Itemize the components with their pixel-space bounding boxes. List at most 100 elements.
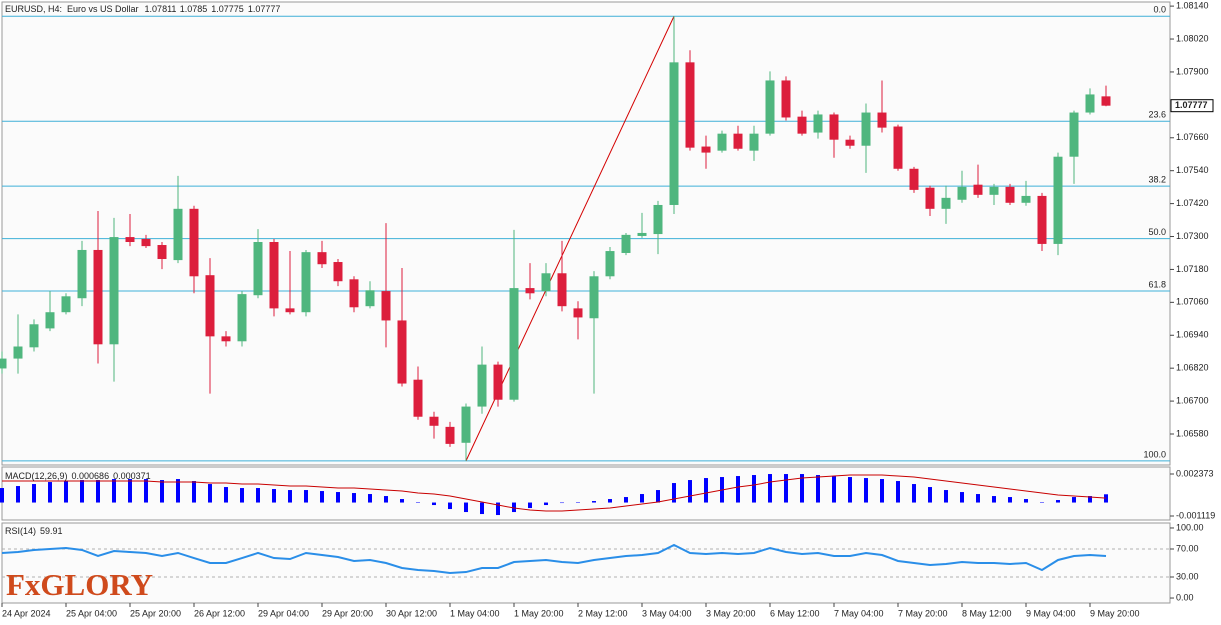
- candle-body: [877, 112, 887, 128]
- macd-bar: [928, 487, 932, 503]
- candle-body: [941, 197, 951, 209]
- candle-body: [1085, 94, 1095, 113]
- candle-body: [189, 208, 199, 277]
- candle-body: [605, 251, 615, 277]
- macd-bar: [384, 496, 388, 503]
- candle-body: [125, 237, 135, 243]
- candle-body: [13, 346, 23, 359]
- candle-body: [285, 308, 295, 313]
- y-tick-label: 1.07300: [1176, 231, 1209, 241]
- candle-body: [109, 237, 119, 345]
- candle-body: [93, 249, 103, 345]
- candle-body: [1069, 112, 1079, 157]
- candle-body: [557, 273, 567, 307]
- macd-bar: [864, 478, 868, 503]
- macd-bar: [1008, 497, 1012, 503]
- macd-bar: [736, 476, 740, 503]
- candle-body: [1101, 96, 1111, 106]
- macd-bar: [368, 494, 372, 503]
- candle-body: [925, 187, 935, 209]
- macd-bar: [672, 483, 676, 503]
- candle-body: [1053, 156, 1063, 244]
- low-value: 1.07775: [211, 4, 244, 14]
- y-tick-label: 1.07540: [1176, 165, 1209, 175]
- candle-body: [349, 279, 359, 308]
- close-value: 1.07777: [248, 4, 281, 14]
- candle-body: [77, 249, 87, 299]
- x-tick-label: 29 Apr 20:00: [322, 608, 373, 618]
- candle-body: [957, 186, 967, 200]
- candle-body: [237, 294, 247, 342]
- macd-bar: [976, 494, 980, 503]
- fib-label: 23.6: [1148, 110, 1166, 120]
- macd-bar: [512, 502, 516, 513]
- x-tick-label: 8 May 12:00: [962, 608, 1012, 618]
- y-tick-label: 1.06820: [1176, 363, 1209, 373]
- x-tick-label: 1 May 04:00: [450, 608, 500, 618]
- macd-bar: [400, 499, 404, 503]
- macd-bar: [176, 479, 180, 503]
- candle-body: [61, 296, 71, 313]
- macd-bar: [288, 490, 292, 503]
- macd-bar: [784, 474, 788, 503]
- macd-bar: [32, 484, 36, 503]
- candle-body: [685, 62, 695, 148]
- x-tick-label: 24 Apr 2024: [2, 608, 51, 618]
- candle-body: [1037, 195, 1047, 244]
- x-tick-label: 30 Apr 12:00: [386, 608, 437, 618]
- candle-body: [525, 288, 535, 294]
- candle-body: [269, 242, 279, 309]
- macd-bar: [1040, 502, 1044, 503]
- macd-bar: [320, 491, 324, 503]
- macd-bar: [560, 502, 564, 504]
- macd-bar: [880, 479, 884, 503]
- x-tick-label: 3 May 04:00: [642, 608, 692, 618]
- macd-bar: [528, 502, 532, 509]
- candle-body: [141, 238, 151, 247]
- y-tick-label: 1.07900: [1176, 66, 1209, 76]
- candle-body: [461, 406, 471, 443]
- macd-bar: [576, 502, 580, 503]
- macd-bar: [896, 481, 900, 503]
- y-tick-label: 30.00: [1176, 571, 1199, 581]
- candle-body: [669, 62, 679, 205]
- candle-body: [205, 275, 215, 337]
- candle-body: [989, 186, 999, 195]
- macd-bar: [464, 502, 468, 513]
- macd-bar: [208, 484, 212, 503]
- candle-body: [717, 133, 727, 151]
- candle-body: [397, 320, 407, 384]
- macd-bar: [704, 478, 708, 503]
- candle-body: [749, 133, 759, 151]
- high-value: 1.0785: [180, 4, 208, 14]
- x-tick-label: 9 May 04:00: [1026, 608, 1076, 618]
- macd-bar: [256, 488, 260, 503]
- macd-bar: [1024, 499, 1028, 503]
- macd-bar: [768, 474, 772, 503]
- rsi-line: [1, 543, 1107, 575]
- macd-bar: [48, 482, 52, 503]
- macd-bar: [960, 492, 964, 503]
- candle-body: [829, 114, 839, 140]
- macd-bar: [1088, 496, 1092, 503]
- x-tick-label: 25 Apr 20:00: [130, 608, 181, 618]
- candle-body: [781, 80, 791, 118]
- x-tick-label: 7 May 04:00: [834, 608, 884, 618]
- x-tick-label: 3 May 20:00: [706, 608, 756, 618]
- signal-value: 0.000371: [113, 471, 151, 481]
- candle-body: [477, 364, 487, 407]
- candle-body: [653, 204, 663, 235]
- candle-body: [221, 336, 231, 342]
- candle-body: [333, 262, 343, 282]
- macd-bar: [192, 481, 196, 503]
- macd-bar: [16, 486, 20, 503]
- macd-bar: [608, 499, 612, 503]
- x-tick-label: 2 May 12:00: [578, 608, 628, 618]
- y-tick-label: 0.00: [1176, 592, 1194, 602]
- x-tick-label: 26 Apr 12:00: [194, 608, 245, 618]
- macd-title: MACD(12,26,9): [5, 471, 68, 481]
- candle-body: [861, 112, 871, 146]
- macd-bar: [1056, 500, 1060, 503]
